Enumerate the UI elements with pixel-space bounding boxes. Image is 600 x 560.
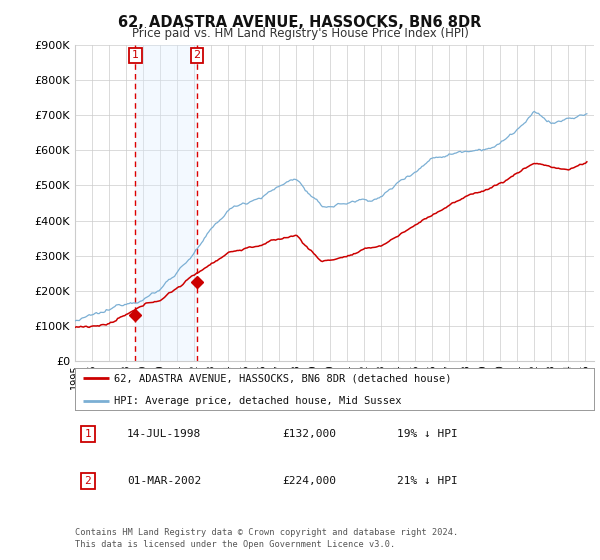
Text: 1: 1 — [85, 429, 91, 439]
Text: £224,000: £224,000 — [283, 476, 337, 486]
Text: Price paid vs. HM Land Registry's House Price Index (HPI): Price paid vs. HM Land Registry's House … — [131, 27, 469, 40]
Text: 21% ↓ HPI: 21% ↓ HPI — [397, 476, 458, 486]
Bar — [135, 45, 197, 361]
Text: HPI: Average price, detached house, Mid Sussex: HPI: Average price, detached house, Mid … — [114, 396, 401, 405]
Text: 19% ↓ HPI: 19% ↓ HPI — [397, 429, 458, 439]
Text: 01-MAR-2002: 01-MAR-2002 — [127, 476, 201, 486]
Text: 1: 1 — [132, 50, 139, 60]
Text: 14-JUL-1998: 14-JUL-1998 — [127, 429, 201, 439]
Text: 2: 2 — [85, 476, 91, 486]
Text: £132,000: £132,000 — [283, 429, 337, 439]
Text: 62, ADASTRA AVENUE, HASSOCKS, BN6 8DR: 62, ADASTRA AVENUE, HASSOCKS, BN6 8DR — [118, 15, 482, 30]
Text: 62, ADASTRA AVENUE, HASSOCKS, BN6 8DR (detached house): 62, ADASTRA AVENUE, HASSOCKS, BN6 8DR (d… — [114, 374, 451, 384]
Text: Contains HM Land Registry data © Crown copyright and database right 2024.
This d: Contains HM Land Registry data © Crown c… — [75, 528, 458, 549]
Text: 2: 2 — [193, 50, 200, 60]
